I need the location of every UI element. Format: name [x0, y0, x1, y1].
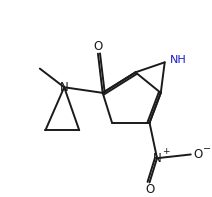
Text: N: N — [153, 152, 161, 165]
Text: +: + — [162, 147, 169, 156]
Text: −: − — [203, 144, 211, 154]
Text: NH: NH — [169, 56, 186, 65]
Text: O: O — [194, 148, 203, 161]
Text: N: N — [60, 81, 69, 94]
Text: O: O — [93, 40, 103, 53]
Text: O: O — [145, 183, 154, 196]
